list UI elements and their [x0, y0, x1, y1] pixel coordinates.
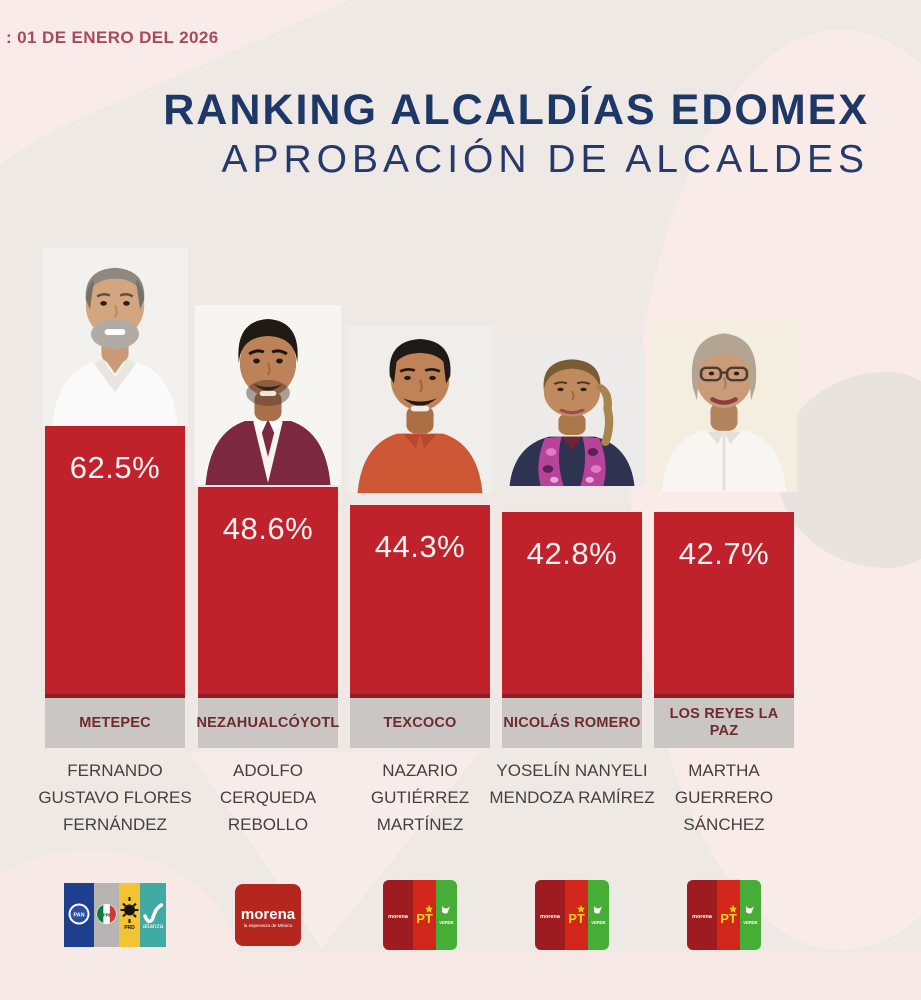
- party-logo-morena-pt-pvem: morena PT VERDE: [383, 880, 457, 950]
- mayor-name: MARTHA GUERRERO SÁNCHEZ: [629, 757, 819, 838]
- svg-text:PT: PT: [416, 911, 433, 926]
- mayor-name: NAZARIO GUTIÉRREZ MARTÍNEZ: [325, 757, 515, 838]
- party-logo-morena-pt-pvem: morena PT VERDE: [535, 880, 609, 950]
- column-nezahualcoyotl: 48.6% NEZAHUALCÓYOTL ADOLFO CERQUEDA REBOLLO…: [195, 0, 341, 1000]
- mayor-photo-nazario-gutierrez-martinez: [347, 326, 493, 493]
- municipality-label-band: LOS REYES LA PAZ: [654, 698, 794, 748]
- mayor-name-line: CERQUEDA: [219, 788, 317, 807]
- municipality-label-line: TEXCOCO: [383, 714, 457, 731]
- svg-text:morena: morena: [241, 906, 296, 923]
- mayor-name-line: REBOLLO: [227, 815, 309, 834]
- mayor-name-line: GUTIÉRREZ: [370, 788, 470, 807]
- approval-bar-los-reyes-la-paz: 42.7%: [654, 512, 794, 698]
- approval-bar-nezahualcoyotl: 48.6%: [198, 487, 338, 698]
- column-los-reyes-la-paz: 42.7% LOS REYES LA PAZ MARTHA GUERRERO SÁNCHE…: [651, 0, 797, 1000]
- party-logo-pan-pri-prd-nueva-alianza: PAN PRI PRD alianza: [64, 883, 166, 947]
- svg-text:morena: morena: [692, 914, 713, 920]
- municipality-label-band: TEXCOCO: [350, 698, 490, 748]
- mayor-name: YOSELÍN NANYELI MENDOZA RAMÍREZ: [477, 757, 667, 811]
- column-metepec: 62.5% METEPEC FERNANDO GUSTAVO FLORES FERNÁN…: [38, 0, 192, 1000]
- column-texcoco: 44.3% TEXCOCO NAZARIO GUTIÉRREZ MARTÍNEZ mor…: [347, 0, 493, 1000]
- svg-text:morena: morena: [388, 914, 409, 920]
- mayor-name-line: MENDOZA RAMÍREZ: [489, 788, 655, 807]
- approval-value-label: 42.7%: [678, 536, 770, 571]
- mayor-photo-yoselin-nanyeli-mendoza-ramirez: [499, 347, 645, 486]
- mayor-name: ADOLFO CERQUEDA REBOLLO: [173, 757, 363, 838]
- svg-text:PAN: PAN: [73, 913, 84, 919]
- svg-text:PT: PT: [720, 911, 737, 926]
- svg-text:VERDE: VERDE: [439, 920, 454, 925]
- svg-text:la esperanza de México: la esperanza de México: [244, 923, 293, 928]
- municipality-label-line: PAZ: [709, 723, 739, 739]
- municipality-label-band: METEPEC: [45, 698, 185, 748]
- svg-text:VERDE: VERDE: [743, 920, 758, 925]
- party-logo-morena: morena la esperanza de México: [235, 884, 301, 946]
- page-title: RANKING ALCALDÍAS EDOMEX: [163, 86, 869, 134]
- svg-text:alianza: alianza: [143, 923, 164, 930]
- approval-bar-metepec: 62.5%: [45, 426, 185, 698]
- background-shape-bottom-band: [0, 952, 921, 1000]
- municipality-label-line: LOS REYES LA: [669, 706, 779, 722]
- mayor-name-line: FERNÁNDEZ: [63, 815, 167, 834]
- mayor-name: FERNANDO GUSTAVO FLORES FERNÁNDEZ: [20, 757, 210, 838]
- municipality-label-band: NEZAHUALCÓYOTL: [196, 698, 340, 748]
- date-label: : 01 DE ENERO DEL 2026: [6, 28, 219, 47]
- svg-text:VERDE: VERDE: [591, 920, 606, 925]
- approval-bar-nicolas-romero: 42.8%: [502, 512, 642, 698]
- mayor-photo-adolfo-cerqueda-rebollo: [195, 305, 341, 485]
- approval-value-label: 48.6%: [222, 511, 314, 546]
- mayor-photo-fernando-gustavo-flores-fernandez: [42, 248, 188, 426]
- svg-text:PRD: PRD: [124, 925, 135, 931]
- mayor-name-line: ADOLFO: [233, 761, 303, 780]
- svg-text:PRI: PRI: [103, 913, 111, 918]
- municipality-label-band: NICOLÁS ROMERO: [502, 698, 642, 748]
- approval-value-label: 62.5%: [69, 450, 161, 485]
- mayor-name-line: MARTÍNEZ: [376, 815, 464, 834]
- party-logo-morena-pt-pvem: morena PT VERDE: [687, 880, 761, 950]
- approval-value-label: 42.8%: [526, 536, 618, 571]
- svg-text:PT: PT: [568, 911, 585, 926]
- svg-text:morena: morena: [540, 914, 561, 920]
- page-subtitle: APROBACIÓN DE ALCALDES: [221, 138, 869, 182]
- mayor-name-line: MARTHA: [688, 761, 760, 780]
- mayor-name-line: GUSTAVO FLORES: [38, 788, 192, 807]
- municipality-label-line: NEZAHUALCÓYOTL: [196, 714, 340, 731]
- mayor-photo-martha-guerrero-sanchez: [651, 320, 797, 492]
- municipality-label-line: NICOLÁS ROMERO: [503, 714, 641, 731]
- approval-value-label: 44.3%: [374, 529, 466, 564]
- mayor-name-line: NAZARIO: [382, 761, 458, 780]
- mayor-name-line: FERNANDO: [67, 761, 163, 780]
- mayor-name-line: SÁNCHEZ: [683, 815, 765, 834]
- title-block: RANKING ALCALDÍAS EDOMEX APROBACIÓN DE A…: [163, 86, 869, 182]
- municipality-label-line: METEPEC: [79, 714, 151, 731]
- column-nicolas-romero: 42.8% NICOLÁS ROMERO YOSELÍN NANYELI MENDOZ…: [489, 0, 655, 1000]
- mayor-name-line: GUERRERO: [674, 788, 774, 807]
- approval-bar-texcoco: 44.3%: [350, 505, 490, 698]
- mayor-name-line: YOSELÍN NANYELI: [496, 761, 648, 780]
